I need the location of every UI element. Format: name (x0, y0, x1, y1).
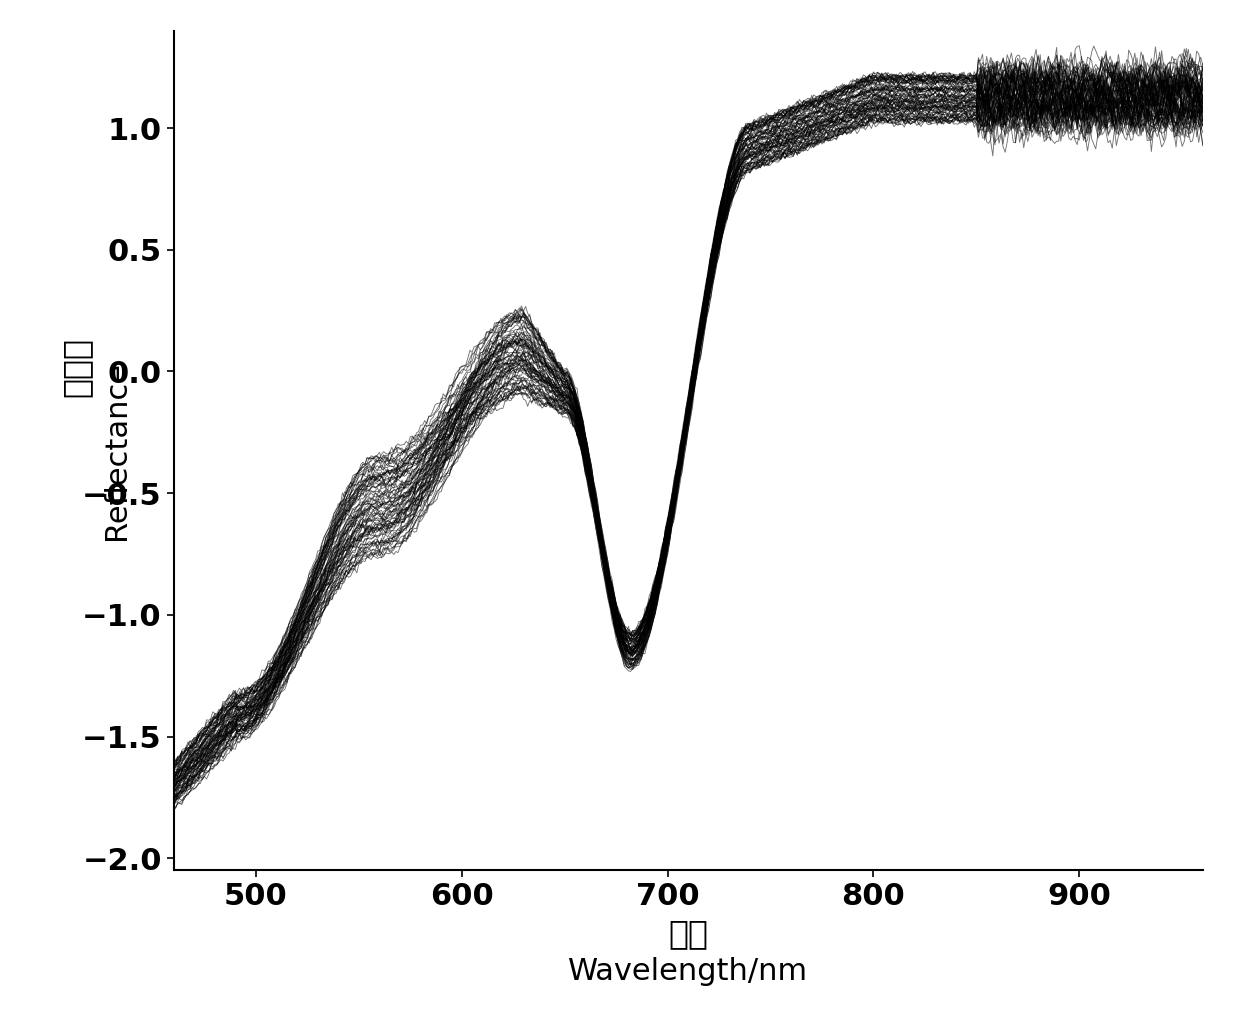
Text: 反射率: 反射率 (60, 337, 92, 396)
Text: Wavelength/nm: Wavelength/nm (568, 956, 808, 986)
Text: 波长: 波长 (668, 916, 708, 950)
Text: Reflectance: Reflectance (103, 361, 131, 540)
